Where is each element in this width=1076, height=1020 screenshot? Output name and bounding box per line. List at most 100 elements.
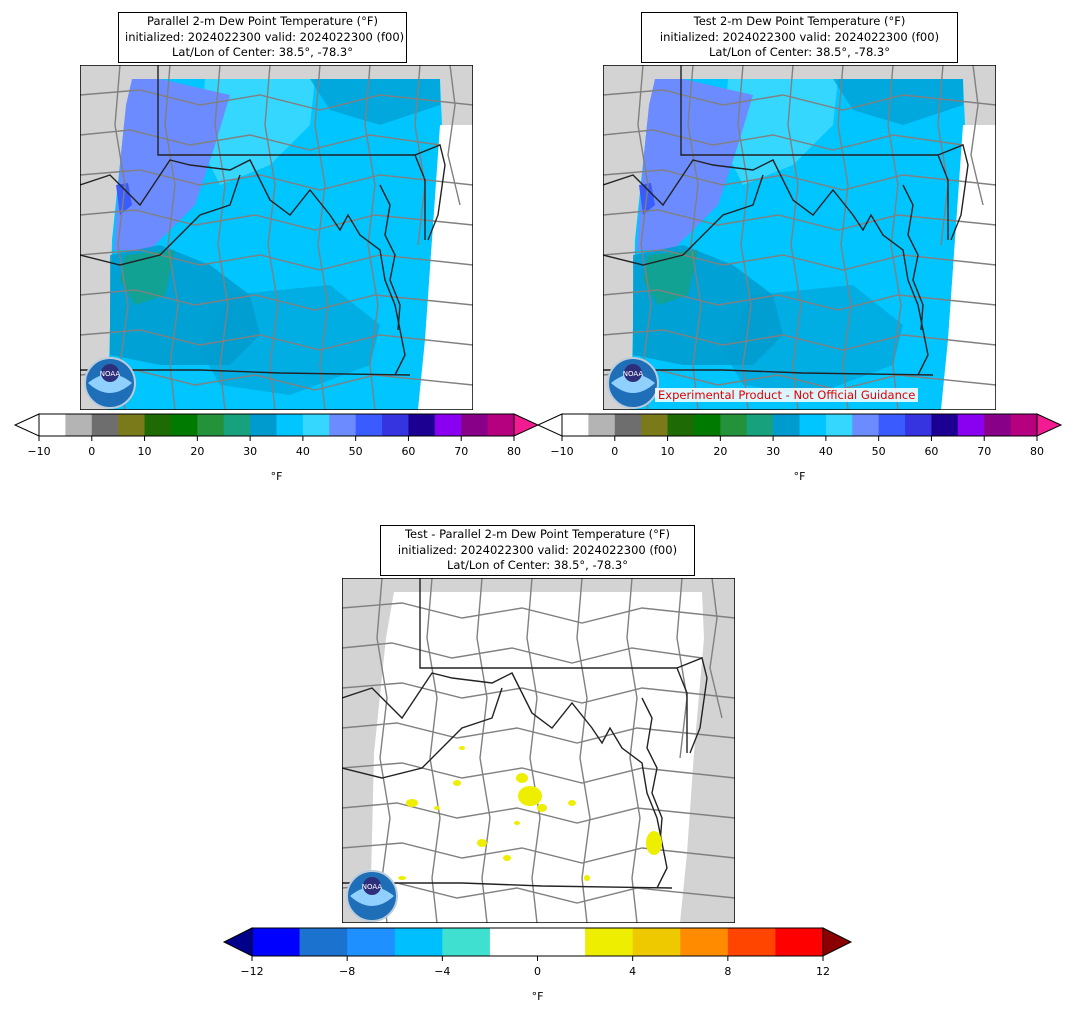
parallel-title-line2: initialized: 2024022300 valid: 202402230…: [125, 29, 405, 44]
difference-colorbar-tick-label: 0: [534, 965, 541, 978]
dewpoint-colorbar-b-bin: [957, 414, 985, 436]
dewpoint-colorbar-b-bin: [720, 414, 748, 436]
parallel-title-line1: Parallel 2-m Dew Point Temperature (°F): [147, 14, 378, 28]
diff-panel-title: Test - Parallel 2-m Dew Point Temperatur…: [380, 525, 695, 576]
dewpoint-colorbar-a-bin: [276, 414, 304, 436]
difference-colorbar-bin: [299, 928, 348, 956]
dewpoint-colorbar-b-tick-label: −10: [550, 445, 573, 458]
dewpoint-colorbar-b-bin: [667, 414, 695, 436]
dewpoint-colorbar-b-bin: [641, 414, 669, 436]
dewpoint-colorbar-a-bin: [170, 414, 198, 436]
parallel-panel-title: Parallel 2-m Dew Point Temperature (°F) …: [118, 12, 407, 63]
dewpoint-colorbar-a-tick-label: 20: [190, 445, 204, 458]
experimental-notice: Experimental Product - Not Official Guid…: [655, 388, 919, 402]
dewpoint-colorbar-b-unit-label: °F: [794, 470, 806, 483]
diff-title-line1: Test - Parallel 2-m Dew Point Temperatur…: [404, 527, 671, 541]
dewpoint-colorbar-parallel: −10 0 10 20 30 40 50 60 70 80 °F: [13, 413, 540, 483]
parallel-title-line3: Lat/Lon of Center: 38.5°, -78.3°: [172, 45, 353, 59]
dewpoint-colorbar-b-bin: [1010, 414, 1038, 436]
dewpoint-colorbar-a-tick-label: 30: [243, 445, 257, 458]
difference-colorbar-tick-label: −4: [434, 965, 450, 978]
dewpoint-colorbar-a-tick-label: 10: [138, 445, 152, 458]
positive-difference-patches: [398, 746, 662, 881]
dewpoint-colorbar-b-bin: [852, 414, 880, 436]
dewpoint-colorbar-b-bin: [562, 414, 589, 436]
difference-colorbar-bin: [585, 928, 634, 956]
dewpoint-colorbar-a-tick-label: −10: [27, 445, 50, 458]
dewpoint-colorbar-b-tick-label: 0: [611, 445, 618, 458]
test-title-line2: initialized: 2024022300 valid: 202402230…: [659, 29, 940, 44]
dewpoint-colorbar-a-bin: [329, 414, 357, 436]
difference-colorbar-tick-label: 4: [629, 965, 636, 978]
difference-colorbar-bin: [347, 928, 396, 956]
difference-colorbar-tick-label: 12: [816, 965, 830, 978]
dewpoint-colorbar-a-tick-label: 40: [296, 445, 310, 458]
dewpoint-colorbar-b-tick-label: 30: [766, 445, 780, 458]
difference-map: NOAA: [342, 578, 735, 923]
dewpoint-colorbar-a-under-extend: [13, 413, 40, 437]
dewpoint-colorbar-test: −10 0 10 20 30 40 50 60 70 80 °F: [536, 413, 1063, 483]
diff-logo-text: NOAA: [362, 883, 383, 891]
dewpoint-colorbar-a-bin: [65, 414, 93, 436]
dewpoint-colorbar-b-tick-label: 10: [661, 445, 675, 458]
difference-colorbar-bin: [252, 928, 301, 956]
dewpoint-colorbar-a-tick-label: 0: [88, 445, 95, 458]
dewpoint-colorbar-b-bin: [878, 414, 906, 436]
difference-colorbar-bin: [394, 928, 443, 956]
test-dewpoint-map: NOAA: [603, 65, 996, 410]
dewpoint-colorbar-a-bin: [461, 414, 489, 436]
dewpoint-colorbar-b-tick-label: 60: [924, 445, 938, 458]
dewpoint-colorbar-a-unit-label: °F: [271, 470, 283, 483]
dewpoint-colorbar-b-bin: [905, 414, 932, 436]
dewpoint-colorbar-b-bin: [614, 414, 642, 436]
dewpoint-colorbar-b-bin: [773, 414, 800, 436]
dewpoint-colorbar-b-bin: [984, 414, 1012, 436]
dewpoint-colorbar-a-bin: [408, 414, 436, 436]
difference-colorbar-bin: [442, 928, 491, 956]
difference-colorbar: −12 −8 −4 0 4 8 12 °F: [222, 927, 853, 1003]
dewpoint-colorbar-b-tick-label: 70: [977, 445, 991, 458]
dewpoint-colorbar-a-bin: [487, 414, 515, 436]
dewpoint-colorbar-b-bin: [746, 414, 774, 436]
dewpoint-colorbar-a-bin: [302, 414, 330, 436]
test-title-line3: Lat/Lon of Center: 38.5°, -78.3°: [709, 45, 890, 59]
dewpoint-colorbar-a-bin: [355, 414, 383, 436]
test-logo-text: NOAA: [623, 370, 644, 378]
dewpoint-colorbar-b-bin: [825, 414, 853, 436]
noaa-logo-icon: NOAA: [84, 357, 136, 409]
dewpoint-colorbar-b-bin: [588, 414, 616, 436]
dewpoint-colorbar-a-bin: [197, 414, 225, 436]
dewpoint-colorbar-a-tick-label: 50: [349, 445, 363, 458]
difference-colorbar-tick-label: −12: [240, 965, 263, 978]
parallel-logo-text: NOAA: [100, 370, 121, 378]
difference-colorbar-over-extend: [822, 927, 853, 957]
dewpoint-colorbar-b-tick-label: 50: [872, 445, 886, 458]
difference-colorbar-bin: [680, 928, 729, 956]
dewpoint-colorbar-a-bin: [144, 414, 172, 436]
difference-colorbar-bin: [537, 928, 586, 956]
dewpoint-colorbar-b-tick-label: 40: [819, 445, 833, 458]
dewpoint-colorbar-a-tick-label: 60: [401, 445, 415, 458]
dewpoint-colorbar-b-under-extend: [536, 413, 563, 437]
dewpoint-colorbar-b-tick-label: 20: [713, 445, 727, 458]
dewpoint-colorbar-b-over-extend: [1036, 413, 1063, 437]
noaa-logo-icon: NOAA: [346, 870, 398, 922]
difference-colorbar-bin: [727, 928, 776, 956]
dewpoint-colorbar-a-bin: [91, 414, 119, 436]
difference-colorbar-under-extend: [222, 927, 253, 957]
parallel-dewpoint-map: NOAA: [80, 65, 473, 410]
dewpoint-colorbar-b-bin: [799, 414, 827, 436]
dewpoint-colorbar-a-bin: [39, 414, 66, 436]
diff-title-line2: initialized: 2024022300 valid: 202402230…: [397, 542, 678, 557]
difference-colorbar-bin: [489, 928, 538, 956]
dewpoint-colorbar-a-bin: [250, 414, 277, 436]
diff-title-line3: Lat/Lon of Center: 38.5°, -78.3°: [447, 558, 628, 572]
difference-colorbar-bin: [775, 928, 824, 956]
dewpoint-colorbar-a-bin: [382, 414, 409, 436]
difference-colorbar-tick-label: 8: [724, 965, 731, 978]
test-panel-title: Test 2-m Dew Point Temperature (°F) init…: [641, 12, 958, 63]
noaa-logo-icon: NOAA: [607, 357, 659, 409]
difference-colorbar-unit-label: °F: [532, 990, 544, 1003]
dewpoint-colorbar-a-tick-label: 80: [507, 445, 521, 458]
dewpoint-colorbar-b-bin: [931, 414, 959, 436]
